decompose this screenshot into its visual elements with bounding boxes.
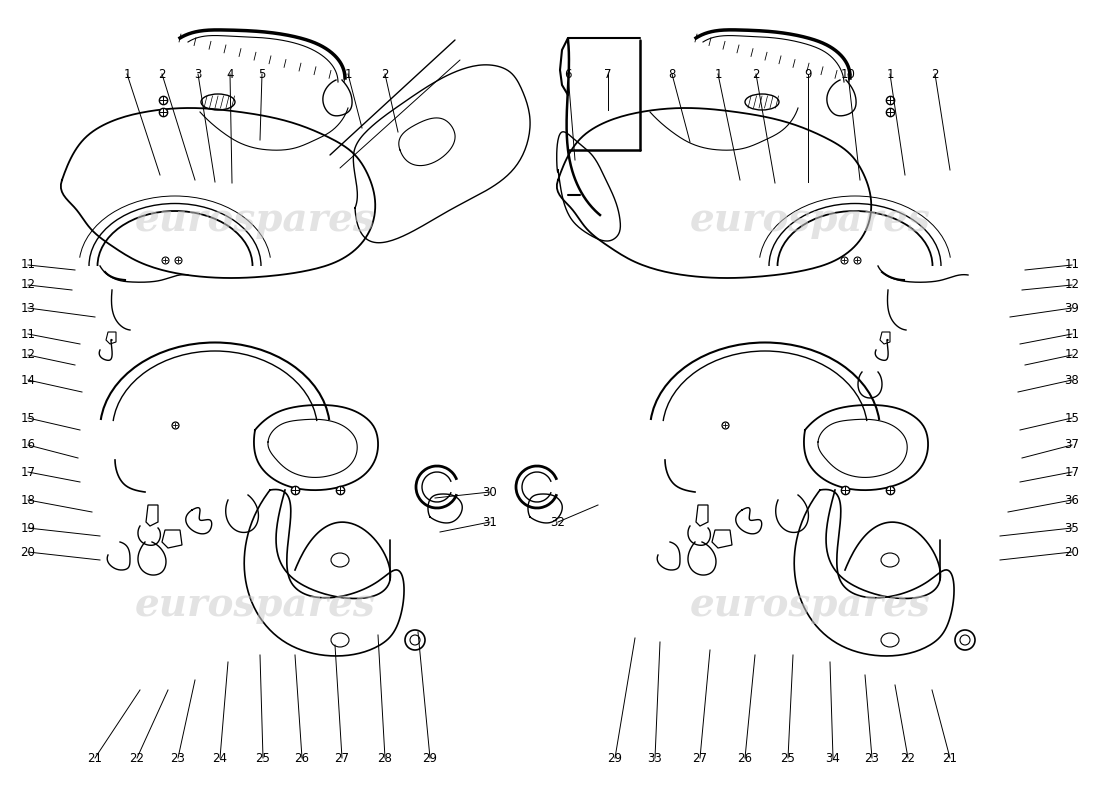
Ellipse shape <box>410 635 420 645</box>
Text: 22: 22 <box>901 751 915 765</box>
Text: 11: 11 <box>21 258 35 271</box>
Text: 2: 2 <box>158 67 166 81</box>
Text: 26: 26 <box>737 751 752 765</box>
Text: 23: 23 <box>865 751 879 765</box>
Text: 6: 6 <box>564 67 572 81</box>
Text: 1: 1 <box>123 67 131 81</box>
Text: 37: 37 <box>1065 438 1079 451</box>
Text: 35: 35 <box>1065 522 1079 534</box>
Text: 11: 11 <box>21 327 35 341</box>
Text: 16: 16 <box>21 438 35 451</box>
Text: eurospares: eurospares <box>134 201 375 239</box>
Polygon shape <box>696 505 708 526</box>
Text: 15: 15 <box>1065 411 1079 425</box>
Text: 21: 21 <box>943 751 957 765</box>
Text: 24: 24 <box>212 751 228 765</box>
Text: 19: 19 <box>21 522 35 534</box>
Text: 12: 12 <box>21 278 35 291</box>
Text: 30: 30 <box>483 486 497 498</box>
Text: 12: 12 <box>21 349 35 362</box>
Text: 32: 32 <box>551 515 565 529</box>
Text: 13: 13 <box>21 302 35 314</box>
Text: 21: 21 <box>88 751 102 765</box>
Ellipse shape <box>201 94 235 110</box>
Text: 20: 20 <box>21 546 35 558</box>
Text: 12: 12 <box>1065 278 1079 291</box>
Text: eurospares: eurospares <box>690 201 931 239</box>
Text: 27: 27 <box>334 751 350 765</box>
Text: 33: 33 <box>648 751 662 765</box>
Text: 27: 27 <box>693 751 707 765</box>
Text: 11: 11 <box>1065 258 1079 271</box>
Text: eurospares: eurospares <box>690 586 931 624</box>
Text: 2: 2 <box>382 67 388 81</box>
Ellipse shape <box>881 553 899 567</box>
Text: 39: 39 <box>1065 302 1079 314</box>
Text: 25: 25 <box>255 751 271 765</box>
Text: 34: 34 <box>826 751 840 765</box>
Text: 23: 23 <box>170 751 186 765</box>
Ellipse shape <box>881 633 899 647</box>
Text: 20: 20 <box>1065 546 1079 558</box>
Text: 36: 36 <box>1065 494 1079 506</box>
Ellipse shape <box>960 635 970 645</box>
Polygon shape <box>880 332 890 344</box>
Text: 11: 11 <box>1065 327 1079 341</box>
Text: 1: 1 <box>887 67 893 81</box>
Text: 26: 26 <box>295 751 309 765</box>
Text: 3: 3 <box>195 67 201 81</box>
Text: 1: 1 <box>714 67 722 81</box>
Text: 17: 17 <box>21 466 35 478</box>
Text: 1: 1 <box>344 67 352 81</box>
Text: 10: 10 <box>840 67 856 81</box>
Ellipse shape <box>405 630 425 650</box>
Text: 31: 31 <box>483 515 497 529</box>
Text: 29: 29 <box>422 751 438 765</box>
Text: eurospares: eurospares <box>134 586 375 624</box>
Text: 17: 17 <box>1065 466 1079 478</box>
Text: 15: 15 <box>21 411 35 425</box>
Text: 28: 28 <box>377 751 393 765</box>
Polygon shape <box>106 332 116 344</box>
Text: 38: 38 <box>1065 374 1079 386</box>
Text: 14: 14 <box>21 374 35 386</box>
Ellipse shape <box>331 553 349 567</box>
Text: 2: 2 <box>932 67 938 81</box>
Text: 9: 9 <box>804 67 812 81</box>
Text: 22: 22 <box>130 751 144 765</box>
Polygon shape <box>146 505 158 526</box>
Polygon shape <box>162 530 182 548</box>
Ellipse shape <box>331 633 349 647</box>
Text: 29: 29 <box>607 751 623 765</box>
Text: 25: 25 <box>781 751 795 765</box>
Text: 2: 2 <box>752 67 760 81</box>
Text: 18: 18 <box>21 494 35 506</box>
Text: 8: 8 <box>669 67 675 81</box>
Text: 12: 12 <box>1065 349 1079 362</box>
Ellipse shape <box>955 630 975 650</box>
Text: 7: 7 <box>604 67 612 81</box>
Polygon shape <box>712 530 732 548</box>
Ellipse shape <box>745 94 779 110</box>
Text: 4: 4 <box>227 67 233 81</box>
Text: 5: 5 <box>258 67 266 81</box>
